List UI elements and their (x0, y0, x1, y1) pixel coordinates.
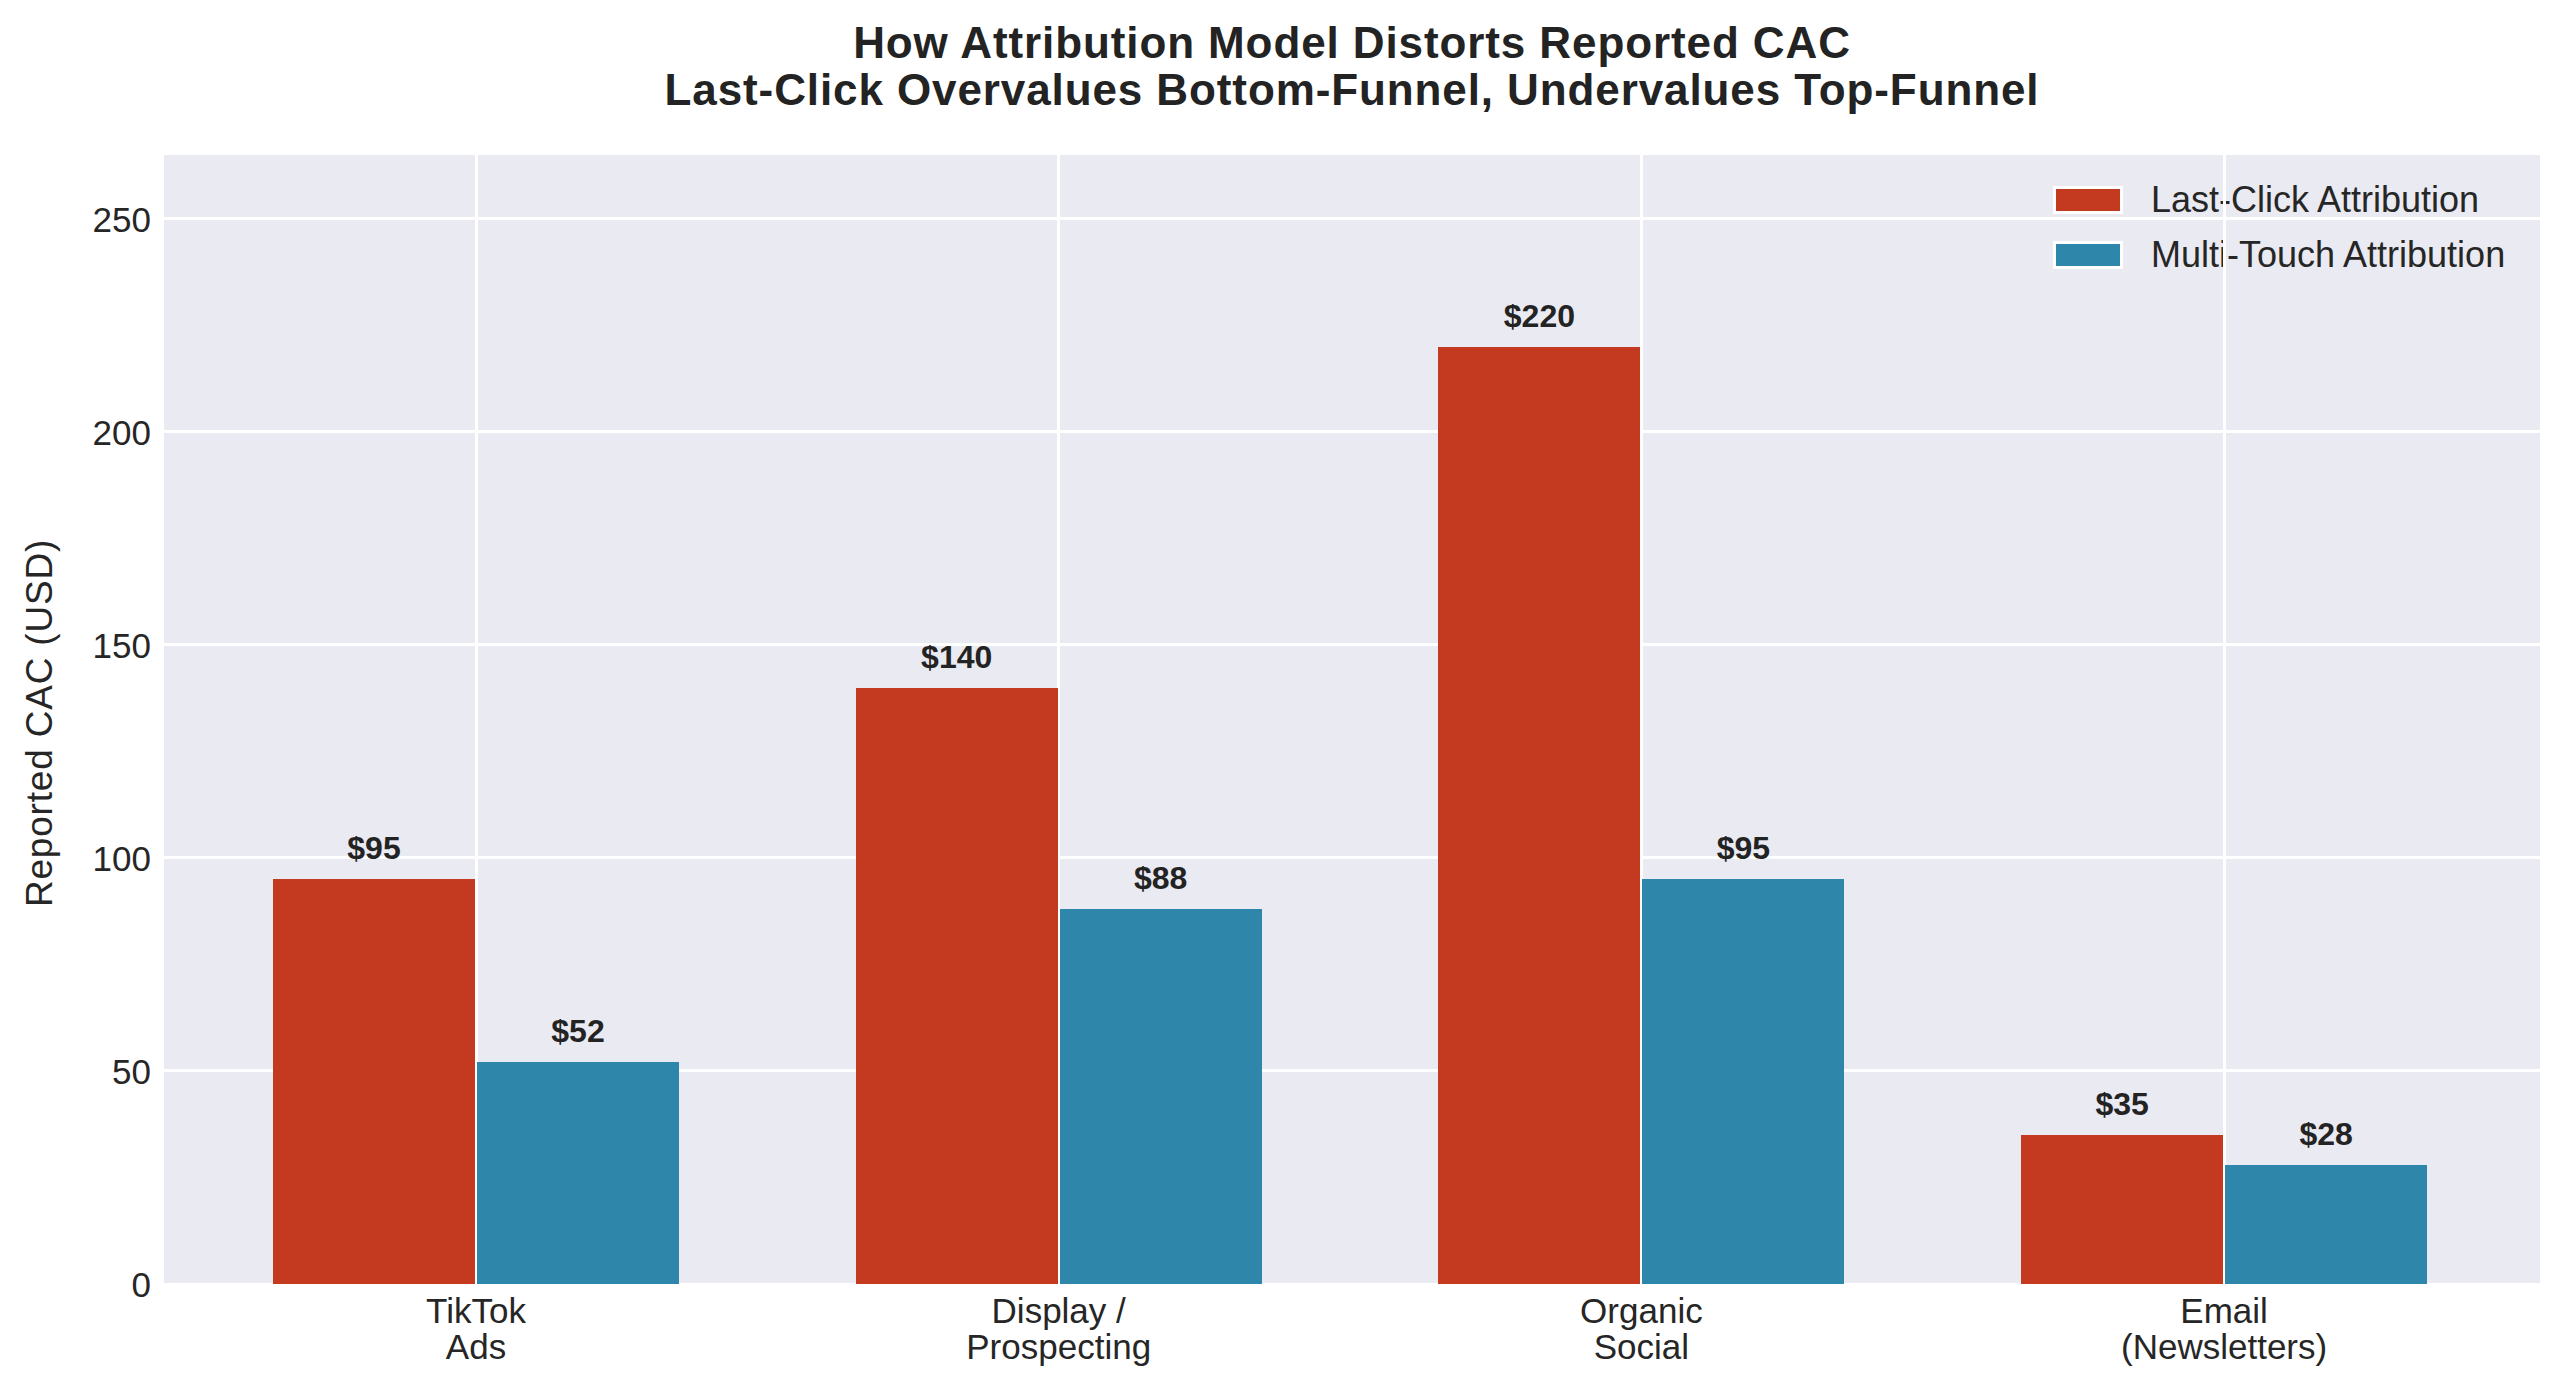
bar-value-label: $140 (857, 640, 1057, 674)
bar (856, 688, 1058, 1284)
gridline-horizontal (164, 856, 2540, 859)
x-tick-label: OrganicSocial (1391, 1293, 1891, 1365)
bar-value-label: $95 (274, 831, 474, 865)
bar (1642, 879, 1844, 1284)
gridline-horizontal (164, 643, 2540, 646)
plot-area: Last-Click Attribution Multi-Touch Attrib… (164, 155, 2540, 1284)
y-tick-label: 150 (0, 628, 151, 663)
x-tick-label: Display /Prospecting (809, 1293, 1309, 1365)
gridline-horizontal (164, 217, 2540, 220)
legend-label: Last-Click Attribution (2151, 179, 2479, 221)
bar (477, 1062, 679, 1284)
gridline-horizontal (164, 430, 2540, 433)
bar (273, 879, 475, 1284)
y-tick-label: 200 (0, 415, 151, 450)
y-tick-label: 250 (0, 202, 151, 237)
bar-value-label: $35 (2022, 1087, 2222, 1121)
bar-value-label: $52 (478, 1014, 678, 1048)
legend-item: Last-Click Attribution (2053, 186, 2505, 214)
chart-title-line2: Last-Click Overvalues Bottom-Funnel, Und… (352, 66, 2352, 113)
chart-figure: How Attribution Model Distorts Reported … (0, 0, 2560, 1392)
y-tick-label: 50 (0, 1054, 151, 1089)
bar-value-label: $28 (2226, 1117, 2426, 1151)
y-tick-label: 0 (0, 1267, 151, 1302)
chart-title: How Attribution Model Distorts Reported … (352, 19, 2352, 113)
legend-swatch (2053, 186, 2123, 214)
y-tick-label: 100 (0, 841, 151, 876)
chart-title-line1: How Attribution Model Distorts Reported … (352, 19, 2352, 66)
x-tick-label: Email(Newsletters) (1974, 1293, 2474, 1365)
legend: Last-Click Attribution Multi-Touch Attrib… (2053, 186, 2505, 269)
legend-item: Multi-Touch Attribution (2053, 241, 2505, 269)
x-tick-label: TikTokAds (226, 1293, 726, 1365)
gridline-vertical (2223, 155, 2226, 1284)
bar (1060, 909, 1262, 1284)
bar (2021, 1135, 2223, 1284)
bar-value-label: $88 (1061, 861, 1261, 895)
legend-label: Multi-Touch Attribution (2151, 234, 2505, 276)
bar-value-label: $220 (1439, 299, 1639, 333)
bar (2225, 1165, 2427, 1284)
legend-swatch (2053, 241, 2123, 269)
bar-value-label: $95 (1643, 831, 1843, 865)
bar (1438, 347, 1640, 1284)
